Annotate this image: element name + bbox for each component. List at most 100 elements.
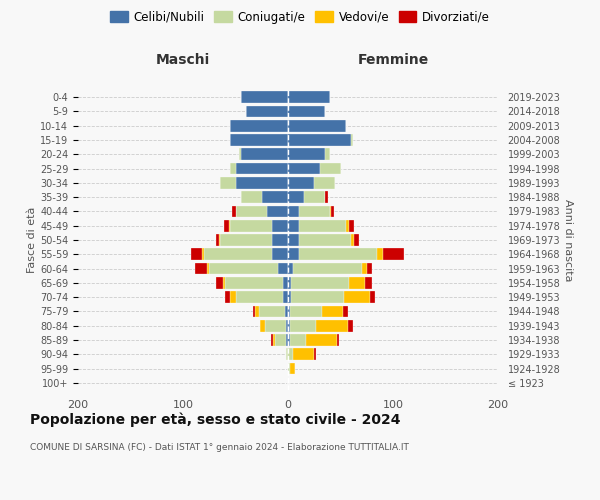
Bar [235, 292, 283, 303]
Bar [290, 334, 306, 346]
Y-axis label: Anni di nascita: Anni di nascita [563, 198, 574, 281]
Bar [204, 248, 272, 260]
Bar [288, 348, 293, 360]
Bar [246, 106, 288, 118]
Bar [351, 134, 353, 146]
Bar [265, 320, 286, 332]
Bar [288, 320, 290, 332]
Bar [288, 134, 351, 146]
Bar [225, 277, 283, 288]
Bar [354, 234, 359, 246]
Bar [288, 192, 304, 203]
Bar [230, 292, 235, 303]
Bar [288, 262, 293, 274]
Bar [299, 234, 351, 246]
Bar [191, 248, 202, 260]
Bar [361, 262, 367, 274]
Bar [365, 277, 372, 288]
Bar [288, 177, 314, 188]
Bar [349, 220, 354, 232]
Text: COMUNE DI SARSINA (FC) - Dati ISTAT 1° gennaio 2024 - Elaborazione TUTTITALIA.IT: COMUNE DI SARSINA (FC) - Dati ISTAT 1° g… [30, 442, 409, 452]
Bar [286, 348, 288, 360]
Bar [230, 120, 288, 132]
Bar [232, 206, 235, 218]
Bar [290, 306, 322, 318]
Bar [223, 277, 225, 288]
Bar [346, 220, 349, 232]
Bar [291, 277, 349, 288]
Bar [325, 192, 328, 203]
Bar [230, 134, 288, 146]
Bar [291, 292, 344, 303]
Bar [220, 177, 235, 188]
Bar [330, 206, 331, 218]
Bar [235, 162, 288, 174]
Bar [286, 334, 288, 346]
Bar [299, 248, 377, 260]
Bar [202, 248, 204, 260]
Bar [370, 292, 375, 303]
Bar [349, 277, 365, 288]
Bar [320, 162, 341, 174]
Bar [344, 292, 370, 303]
Bar [290, 362, 295, 374]
Bar [259, 306, 285, 318]
Bar [288, 292, 291, 303]
Text: Maschi: Maschi [156, 54, 210, 68]
Bar [367, 262, 372, 274]
Bar [253, 306, 256, 318]
Bar [299, 206, 330, 218]
Bar [271, 334, 274, 346]
Bar [322, 306, 343, 318]
Bar [288, 306, 290, 318]
Bar [241, 92, 288, 103]
Text: Femmine: Femmine [358, 54, 428, 68]
Bar [331, 206, 334, 218]
Bar [343, 306, 348, 318]
Bar [351, 234, 354, 246]
Bar [262, 192, 288, 203]
Bar [288, 148, 325, 160]
Text: Popolazione per età, sesso e stato civile - 2024: Popolazione per età, sesso e stato civil… [30, 412, 401, 427]
Bar [290, 320, 316, 332]
Bar [288, 120, 346, 132]
Bar [293, 262, 361, 274]
Bar [215, 234, 218, 246]
Bar [229, 220, 230, 232]
Bar [241, 148, 288, 160]
Bar [286, 320, 288, 332]
Bar [235, 177, 288, 188]
Bar [239, 148, 241, 160]
Bar [293, 348, 314, 360]
Bar [288, 334, 290, 346]
Bar [288, 234, 299, 246]
Bar [288, 206, 299, 218]
Bar [337, 334, 340, 346]
Bar [267, 206, 288, 218]
Bar [260, 320, 265, 332]
Bar [272, 248, 288, 260]
Bar [277, 262, 288, 274]
Bar [306, 334, 337, 346]
Bar [275, 334, 286, 346]
Bar [283, 292, 288, 303]
Bar [215, 277, 223, 288]
Bar [272, 234, 288, 246]
Bar [314, 348, 316, 360]
Bar [225, 292, 230, 303]
Bar [304, 192, 325, 203]
Bar [288, 362, 290, 374]
Bar [241, 192, 262, 203]
Bar [207, 262, 209, 274]
Bar [288, 92, 330, 103]
Bar [325, 148, 330, 160]
Bar [348, 320, 353, 332]
Legend: Celibi/Nubili, Coniugati/e, Vedovi/e, Divorziati/e: Celibi/Nubili, Coniugati/e, Vedovi/e, Di… [105, 6, 495, 28]
Bar [220, 234, 272, 246]
Bar [288, 106, 325, 118]
Bar [377, 248, 383, 260]
Bar [288, 248, 299, 260]
Bar [273, 334, 275, 346]
Bar [299, 220, 346, 232]
Bar [230, 162, 235, 174]
